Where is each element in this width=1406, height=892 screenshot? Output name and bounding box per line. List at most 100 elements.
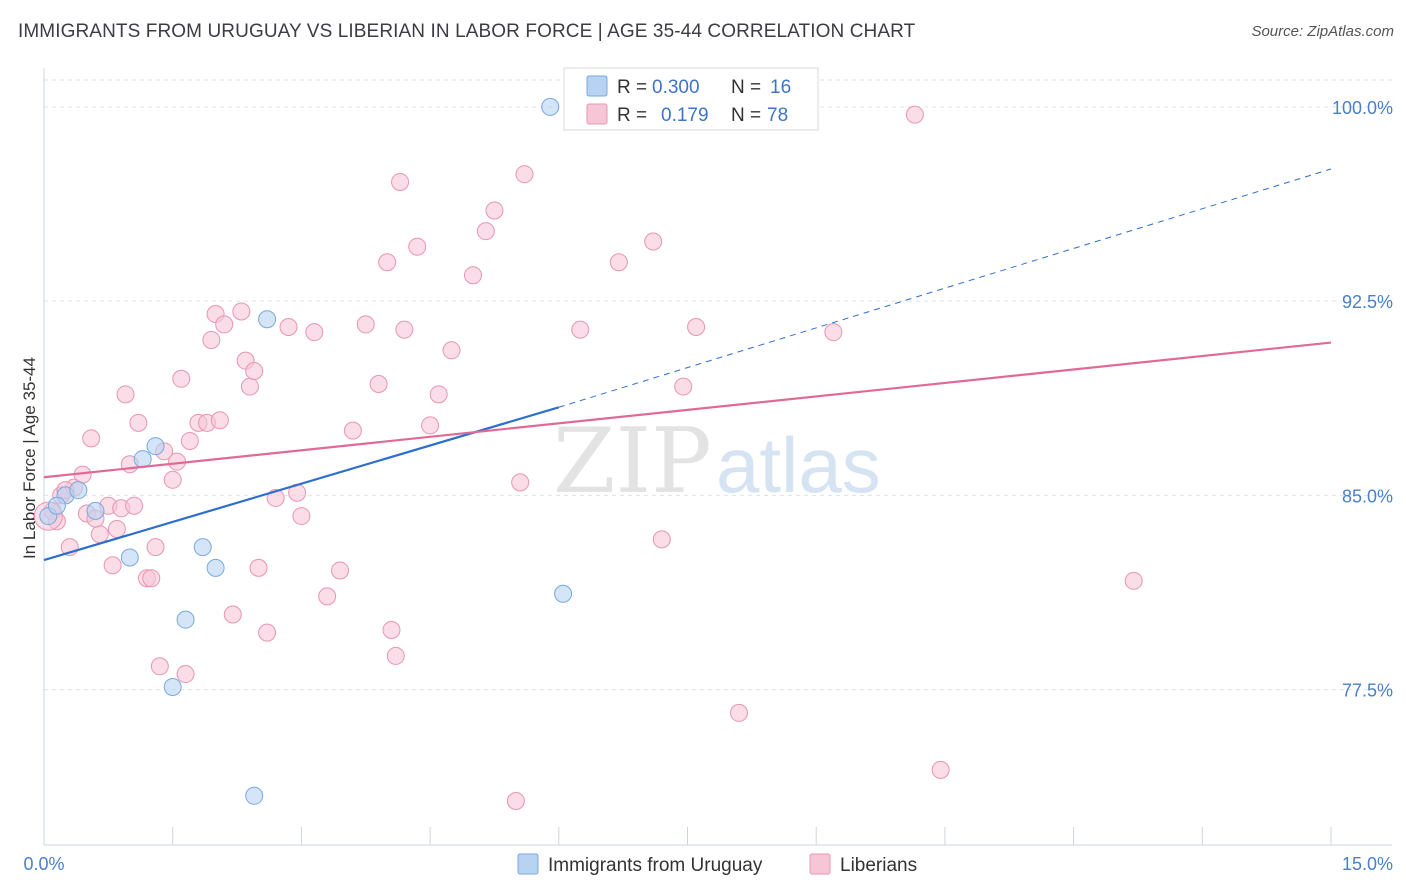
legend-n-value-2: 78 [767, 105, 788, 126]
liberian-point [824, 323, 843, 342]
x-tick-labels: 0.0% 15.0% [23, 854, 1393, 874]
liberian-point [476, 222, 495, 241]
y-axis-label: In Labor Force | Age 35-44 [20, 357, 39, 559]
liberian-point [609, 253, 628, 272]
axes [43, 68, 1392, 846]
liberian-point [180, 431, 199, 450]
liberian-point [378, 253, 397, 272]
bottom-legend-label-liberian: Liberians [840, 855, 917, 876]
liberian-point [343, 421, 362, 440]
x-tick-label: 15.0% [1342, 854, 1393, 874]
liberian-point [103, 556, 122, 575]
uruguay-point [245, 786, 264, 805]
liberian-point [258, 623, 277, 642]
liberian-point [129, 413, 148, 432]
liberian-point [442, 341, 461, 360]
liberian-point [90, 525, 109, 544]
liberian-point [571, 320, 590, 339]
uruguay-point [193, 538, 212, 557]
y-tick-label: 85.0% [1342, 486, 1393, 506]
liberian-point [202, 330, 221, 349]
liberian-point [116, 385, 135, 404]
liberian-point [142, 569, 161, 588]
chart-title: IMMIGRANTS FROM URUGUAY VS LIBERIAN IN L… [18, 21, 916, 42]
watermark: ZIP atlas [553, 409, 881, 514]
liberian-point [931, 760, 950, 779]
bottom-legend: Immigrants from Uruguay Liberians [517, 853, 917, 876]
liberian-point [644, 232, 663, 251]
trend-lines [43, 168, 1332, 562]
uruguay-trend-line [43, 406, 560, 562]
liberian-trend-line [43, 341, 1332, 479]
uruguay-point [120, 548, 139, 567]
liberian-point [395, 320, 414, 339]
uruguay-point [258, 310, 277, 329]
y-tick-labels: 77.5% 85.0% 92.5% 100.0% [1332, 98, 1393, 701]
liberian-point [318, 587, 337, 606]
liberian-point [176, 665, 195, 684]
uruguay-point [69, 481, 88, 500]
liberian-point [905, 105, 924, 124]
liberian-point [421, 416, 440, 435]
y-tick-label: 92.5% [1342, 292, 1393, 312]
uruguay-points [39, 97, 573, 805]
uruguay-point [47, 496, 66, 515]
y-tick-label: 100.0% [1332, 98, 1393, 118]
uruguay-point [176, 610, 195, 629]
bottom-legend-swatch-liberian [809, 853, 831, 875]
liberian-point [356, 315, 375, 334]
uruguay-point [133, 450, 152, 469]
liberian-point [223, 605, 242, 624]
liberian-point [125, 496, 144, 515]
liberian-point [215, 315, 234, 334]
liberian-point [107, 520, 126, 539]
legend-swatch-liberian [586, 103, 608, 125]
liberian-point [172, 369, 191, 388]
liberian-point [150, 657, 169, 676]
liberian-point [146, 538, 165, 557]
liberian-point [729, 703, 748, 722]
liberian-point [305, 323, 324, 342]
liberian-point [511, 473, 530, 492]
legend-r-label-1: R = [617, 77, 647, 98]
liberian-point [369, 374, 388, 393]
liberian-point [652, 530, 671, 549]
liberian-point [687, 318, 706, 336]
liberian-point [245, 362, 264, 381]
legend-n-label-1: N = [731, 77, 761, 98]
liberian-point [292, 507, 311, 526]
legend-r-value-1: 0.300 [652, 77, 700, 98]
liberian-point [386, 646, 405, 665]
liberian-point [163, 470, 182, 489]
legend-r-label-2: R = [617, 105, 647, 126]
liberian-point [464, 266, 482, 285]
liberian-point [240, 377, 259, 396]
uruguay-point [206, 558, 225, 577]
x-tick-label: 0.0% [23, 854, 64, 874]
bottom-legend-label-uruguay: Immigrants from Uruguay [548, 855, 763, 876]
y-tick-label: 77.5% [1342, 681, 1393, 701]
legend: R = 0.300 N = 16 R = 0.179 N = 78 [563, 67, 819, 131]
uruguay-point [163, 678, 182, 697]
legend-n-label-2: N = [731, 105, 761, 126]
liberian-point [331, 561, 350, 580]
watermark-zip: ZIP [553, 409, 712, 514]
legend-n-value-1: 16 [770, 77, 791, 98]
liberian-point [506, 791, 525, 810]
liberian-point [485, 201, 504, 220]
liberian-point [279, 318, 298, 336]
uruguay-trend-extension [558, 168, 1332, 408]
liberian-point [1124, 571, 1143, 590]
uruguay-point [554, 584, 573, 603]
liberian-point [82, 429, 101, 448]
liberian-point [515, 165, 534, 184]
uruguay-point [86, 501, 105, 520]
liberian-point [249, 558, 268, 577]
liberian-point [210, 411, 229, 430]
liberian-points [33, 105, 1143, 810]
liberian-point [391, 172, 410, 191]
liberian-point [382, 621, 401, 640]
uruguay-point [146, 437, 165, 456]
liberian-point [408, 237, 427, 256]
